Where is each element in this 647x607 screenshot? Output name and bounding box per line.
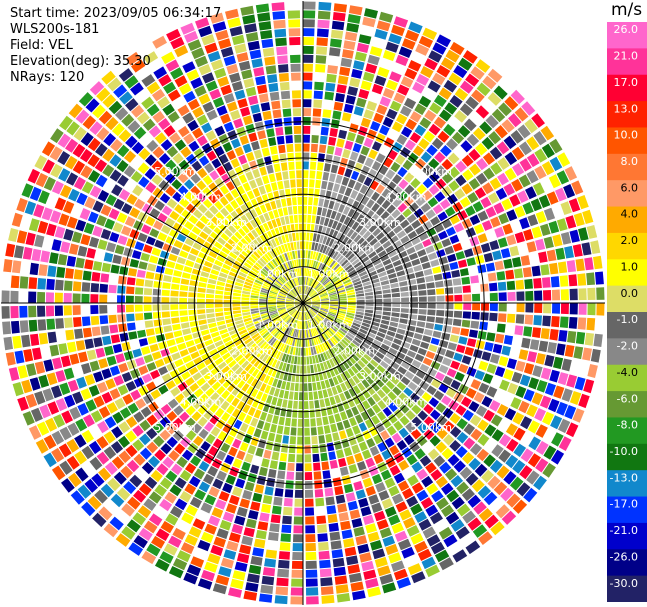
- range-rings: [1, 1, 605, 605]
- range-ring-label: 2.00km: [231, 344, 273, 357]
- instrument-label: WLS200s-181: [10, 22, 100, 37]
- azimuth-spoke: [145, 302, 304, 395]
- colorbar-swatch: [607, 417, 647, 445]
- range-ring-label: 5.00km: [410, 165, 452, 178]
- range-ring-label: 4.00km: [385, 190, 427, 203]
- colorbar-tick-label: -30.0: [610, 577, 638, 590]
- colorbar-tick-label: 17.0: [614, 76, 639, 89]
- colorbar-swatch: [607, 496, 647, 524]
- range-ring-label: 5.00km: [154, 421, 196, 434]
- colorbar: 26.0 21.0 17.0 13.0 10.0 8.0 6.0 4.0 2.0 1.0 0.0 -1…: [607, 22, 647, 602]
- field-label: Field: VEL: [10, 38, 73, 53]
- colorbar-swatch: [607, 127, 647, 155]
- colorbar-swatch: [607, 285, 647, 313]
- elevation-label: Elevation(deg): 35.30: [10, 54, 151, 69]
- range-ring-label: 5.00km: [410, 421, 452, 434]
- azimuth-spoke: [302, 211, 461, 304]
- colorbar-tick-label: -17.0: [610, 498, 638, 511]
- colorbar-tick-label: -8.0: [617, 419, 638, 432]
- nrays-label: NRays: 120: [10, 70, 85, 85]
- range-ring-label: 4.00km: [385, 396, 427, 409]
- range-ring-label: 4.00km: [180, 396, 222, 409]
- colorbar-swatch: [607, 22, 647, 49]
- azimuth-spoke: [211, 145, 304, 304]
- colorbar-tick-label: 0.0: [621, 287, 639, 300]
- colorbar-swatch: [607, 259, 647, 287]
- azimuth-spoke: [211, 302, 304, 461]
- colorbar-tick-label: 26.0: [614, 23, 639, 36]
- colorbar-tick-label: -4.0: [617, 366, 638, 379]
- colorbar-tick-label: 21.0: [614, 50, 639, 63]
- range-ring-label: 3.00km: [359, 370, 401, 383]
- range-ring-label: 1.00km: [257, 267, 299, 280]
- colorbar-tick-label: 8.0: [621, 155, 639, 168]
- colorbar-swatch: [607, 312, 647, 339]
- colorbar-swatch: [607, 74, 647, 102]
- range-ring-label: 1.00km: [308, 319, 350, 332]
- colorbar-tick-label: -10.0: [610, 445, 638, 458]
- colorbar-swatch: [607, 180, 647, 208]
- colorbar-tick-label: -2.0: [617, 340, 638, 353]
- colorbar-swatch: [607, 206, 647, 234]
- range-ring-label: 5.00km: [154, 165, 196, 178]
- colorbar-tick-label: -1.0: [617, 313, 638, 326]
- colorbar-swatch: [607, 153, 647, 181]
- range-ring-label: 2.00km: [333, 242, 375, 255]
- colorbar-swatch: [607, 232, 647, 260]
- colorbar-swatch: [607, 101, 647, 128]
- colorbar-tick-label: -13.0: [610, 471, 638, 484]
- colorbar-tick-label: 6.0: [621, 181, 639, 194]
- range-ring-label: 4.00km: [180, 190, 222, 203]
- colorbar-swatch: [607, 338, 647, 366]
- azimuth-spoke: [302, 302, 461, 395]
- colorbar-swatch: [607, 443, 647, 471]
- colorbar-swatch: [607, 549, 647, 577]
- colorbar-tick-label: -26.0: [610, 550, 638, 563]
- azimuth-spoke: [302, 145, 395, 304]
- colorbar-swatch: [607, 575, 647, 602]
- colorbar-tick-label: 4.0: [621, 208, 639, 221]
- range-ring-label: 3.00km: [205, 216, 247, 229]
- range-ring-label: 2.00km: [231, 242, 273, 255]
- range-ring-label: 3.00km: [359, 216, 401, 229]
- range-ring-label: 1.00km: [257, 319, 299, 332]
- colorbar-swatch: [607, 364, 647, 392]
- colorbar-swatch: [607, 522, 647, 550]
- azimuth-spoke: [145, 211, 304, 304]
- colorbar-tick-label: 2.0: [621, 234, 639, 247]
- range-ring-label: 2.00km: [333, 344, 375, 357]
- start-time-label: Start time: 2023/09/05 06:34:17: [10, 6, 222, 21]
- azimuth-spoke: [302, 302, 395, 461]
- colorbar-swatch: [607, 391, 647, 418]
- colorbar-tick-label: 1.0: [621, 260, 639, 273]
- colorbar-swatch: [607, 470, 647, 498]
- colorbar-swatch: [607, 48, 647, 76]
- colorbar-tick-label: 10.0: [614, 129, 639, 142]
- colorbar-unit: m/s: [611, 0, 643, 20]
- range-ring-label: 1.00km: [308, 267, 350, 280]
- colorbar-tick-label: -6.0: [617, 392, 638, 405]
- colorbar-tick-label: 13.0: [614, 102, 639, 115]
- range-ring-label: 3.00km: [205, 370, 247, 383]
- colorbar-tick-label: -21.0: [610, 524, 638, 537]
